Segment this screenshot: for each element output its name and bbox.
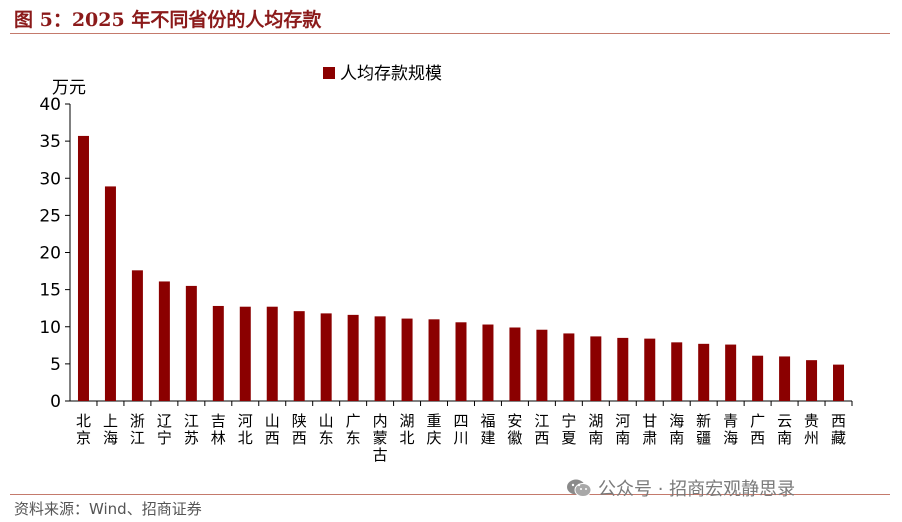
bar bbox=[347, 314, 359, 401]
x-category-label: 新疆 bbox=[696, 412, 711, 447]
bar bbox=[104, 186, 116, 401]
y-tick-label: 30 bbox=[39, 169, 61, 189]
bar bbox=[239, 306, 251, 401]
bar bbox=[617, 337, 629, 401]
y-tick-label: 20 bbox=[39, 244, 61, 264]
bar bbox=[509, 327, 521, 401]
bar bbox=[77, 135, 89, 402]
x-category-label: 北京 bbox=[76, 412, 91, 447]
x-category-label: 广东 bbox=[346, 412, 361, 447]
y-axis-unit-label: 万元 bbox=[52, 78, 86, 98]
x-category-label: 宁夏 bbox=[561, 412, 576, 447]
bar bbox=[833, 364, 845, 401]
bar bbox=[563, 333, 575, 401]
category-labels: 北京上海浙江辽宁江苏吉林河北山西陕西山东广东内蒙古湖北重庆四川福建安徽江西宁夏湖… bbox=[76, 412, 846, 464]
bar bbox=[806, 360, 818, 401]
watermark-text: 公众号 · 招商宏观静思录 bbox=[598, 479, 796, 500]
x-category-label: 陕西 bbox=[292, 412, 307, 447]
bar bbox=[293, 311, 305, 401]
bar bbox=[158, 281, 170, 401]
footer-divider bbox=[10, 494, 890, 495]
bar bbox=[428, 319, 440, 401]
bar bbox=[374, 316, 386, 401]
x-category-label: 安徽 bbox=[507, 412, 522, 447]
wechat-icon bbox=[567, 479, 592, 497]
bar bbox=[725, 344, 737, 401]
x-category-label: 福建 bbox=[480, 412, 495, 447]
x-category-label: 青海 bbox=[723, 412, 738, 447]
bar bbox=[671, 342, 683, 401]
legend-swatch bbox=[323, 67, 335, 79]
bar bbox=[590, 336, 602, 401]
x-category-label: 吉林 bbox=[211, 412, 226, 447]
bar bbox=[320, 313, 332, 401]
x-category-label: 山东 bbox=[319, 412, 334, 447]
source-note: 资料来源：Wind、招商证券 bbox=[14, 500, 202, 518]
bar bbox=[536, 329, 548, 401]
x-category-label: 浙江 bbox=[130, 412, 145, 447]
chart-axes: 0 5 10 15 20 25 30 35 40 bbox=[39, 95, 853, 412]
bar-chart: 0 5 10 15 20 25 30 35 40 北京上海浙江辽宁江苏吉林河北山西陕西山东广东内… bbox=[39, 64, 853, 464]
bar bbox=[266, 306, 278, 401]
x-category-label: 甘肃 bbox=[642, 412, 657, 447]
watermark: 公众号 · 招商宏观静思录 bbox=[566, 475, 795, 501]
x-category-label: 海南 bbox=[669, 412, 684, 447]
x-category-label: 河北 bbox=[238, 412, 253, 447]
x-category-label: 江西 bbox=[534, 412, 549, 447]
x-category-label: 重庆 bbox=[427, 412, 442, 447]
y-tick-label: 15 bbox=[39, 281, 61, 301]
figure-title: 图 5：2025 年不同省份的人均存款 bbox=[14, 9, 322, 31]
bar bbox=[401, 318, 413, 401]
x-category-label: 云南 bbox=[777, 412, 792, 447]
x-category-label: 辽宁 bbox=[157, 412, 172, 447]
bar bbox=[644, 338, 656, 401]
bar bbox=[482, 324, 494, 401]
x-category-label: 上海 bbox=[103, 412, 118, 447]
bar bbox=[185, 285, 197, 401]
y-tick-label: 5 bbox=[50, 355, 61, 375]
x-category-label: 内蒙古 bbox=[373, 412, 388, 464]
x-category-label: 贵州 bbox=[804, 412, 819, 447]
bar bbox=[455, 322, 467, 401]
y-tick-label: 10 bbox=[39, 318, 61, 338]
bar bbox=[752, 355, 764, 401]
y-tick-label: 35 bbox=[39, 132, 61, 152]
x-category-label: 河南 bbox=[615, 412, 630, 447]
bar bbox=[698, 343, 710, 401]
y-tick-label: 0 bbox=[50, 392, 61, 412]
x-category-label: 山西 bbox=[265, 412, 280, 447]
bar bbox=[212, 305, 224, 401]
y-tick-label: 25 bbox=[39, 206, 61, 226]
x-category-label: 江苏 bbox=[184, 412, 199, 447]
x-category-label: 西藏 bbox=[831, 412, 846, 447]
chart-bars bbox=[77, 135, 845, 402]
x-category-label: 广西 bbox=[750, 412, 765, 447]
title-divider bbox=[10, 33, 890, 34]
x-category-label: 湖北 bbox=[400, 412, 415, 447]
bar bbox=[131, 270, 143, 401]
bar bbox=[779, 356, 791, 401]
x-category-label: 四川 bbox=[453, 412, 468, 447]
x-category-label: 湖南 bbox=[588, 412, 603, 447]
legend-label: 人均存款规模 bbox=[340, 64, 442, 84]
y-tick-label: 40 bbox=[39, 95, 61, 115]
